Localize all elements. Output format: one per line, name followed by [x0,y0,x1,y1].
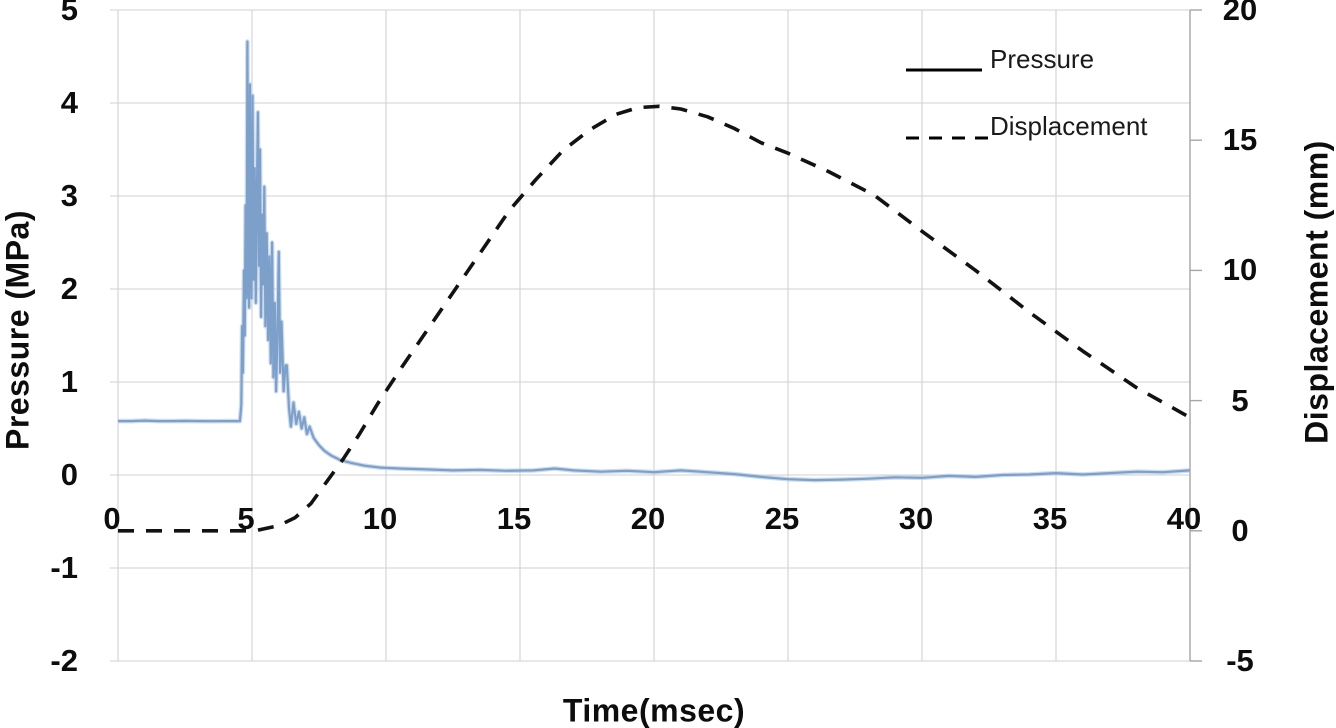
right-axis-tick-label: 15 [1222,122,1258,158]
pressure-line [118,40,1191,482]
x-axis-tick-label: 40 [1166,501,1202,536]
right-axis-tick-label: -5 [1226,643,1254,678]
x-axis-title: Time(msec) [562,692,746,728]
legend-pressure-line-sample [906,68,982,72]
left-axis-tick-label: -2 [50,643,78,678]
x-axis-tick-label: 10 [362,501,398,536]
x-axis-tick-label: 20 [630,501,666,536]
right-axis-tick-label: 20 [1222,0,1258,27]
left-axis-tick-label: 5 [60,0,78,27]
x-axis-tick-label: 30 [898,501,934,536]
x-axis-tick-label: 0 [103,501,121,536]
displacement-line [118,104,1191,533]
left-axis-tick-label: 2 [60,271,78,306]
left-axis-tick-label: 3 [60,178,78,213]
left-axis-title: Pressure (MPa) [0,210,36,450]
left-axis-tick-label: -1 [50,550,78,585]
left-axis-tick-label: 1 [60,364,78,399]
x-axis-tick-label: 5 [237,501,255,536]
x-axis-tick-label: 25 [764,501,800,536]
legend-pressure-label: Pressure [990,44,1095,74]
right-axis-tick-label: 0 [1231,512,1249,548]
legend-displacement-label: Displacement [990,111,1148,141]
x-axis-tick-label: 15 [496,501,532,536]
legend-displacement-line-sample [906,136,988,140]
left-axis-tick-label: 4 [60,85,78,120]
left-axis-tick-label: 0 [60,457,78,492]
right-axis-title: Displacement (mm) [1298,140,1335,444]
right-axis-tick-label: 10 [1222,252,1258,288]
right-axis-tick-label: 5 [1231,382,1249,418]
x-axis-tick-label: 35 [1032,501,1068,536]
